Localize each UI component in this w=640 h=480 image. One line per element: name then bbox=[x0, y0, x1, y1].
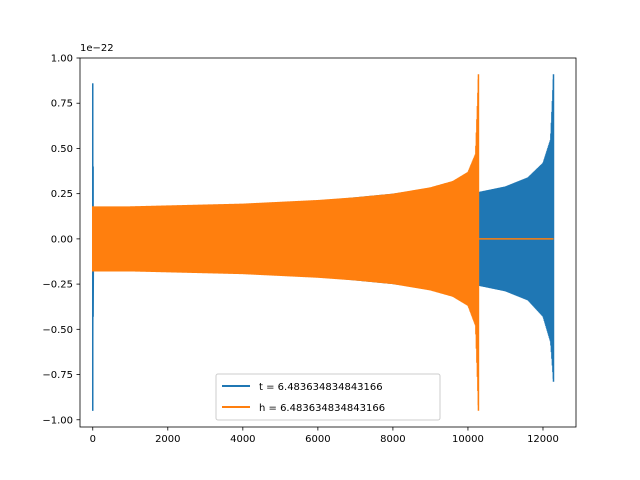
y-tick-label: 1.00 bbox=[51, 54, 73, 65]
y-tick-label: −1.00 bbox=[42, 415, 73, 426]
y-tick-label: 0.25 bbox=[51, 189, 73, 200]
x-tick-label: 0 bbox=[90, 434, 96, 445]
axes-border bbox=[79, 57, 577, 428]
x-tick-label: 8000 bbox=[380, 434, 405, 445]
x-tick-label: 4000 bbox=[230, 434, 255, 445]
legend-box bbox=[215, 373, 441, 421]
series-line bbox=[92, 79, 479, 406]
x-tick-label: 6000 bbox=[305, 434, 330, 445]
x-tick-label: 10000 bbox=[452, 434, 484, 445]
y-tick-label: 0.00 bbox=[51, 234, 73, 245]
x-tick-label: 12000 bbox=[527, 434, 559, 445]
legend-label: t = 6.483634834843166 bbox=[259, 382, 383, 393]
plot-area bbox=[92, 74, 555, 411]
y-tick-label: −0.25 bbox=[42, 280, 73, 291]
series-h bbox=[92, 74, 554, 411]
y-axis: 1.00 0.75 0.50 0.25 0.00 −0.25 −0.50 −0.75 −1.00 bbox=[42, 54, 80, 426]
y-offset-label: 1e−22 bbox=[80, 43, 114, 54]
x-axis: 0 2000 4000 6000 8000 10000 12000 bbox=[90, 427, 559, 445]
legend: t = 6.483634834843166 h = 6.4836348348431… bbox=[215, 373, 441, 421]
y-tick-label: −0.75 bbox=[42, 370, 73, 381]
axes-frame bbox=[79, 57, 577, 428]
x-tick-label: 2000 bbox=[155, 434, 180, 445]
y-tick-label: −0.50 bbox=[42, 325, 73, 336]
y-tick-label: 0.50 bbox=[51, 144, 73, 155]
y-tick-label: 0.75 bbox=[51, 99, 73, 110]
legend-label: h = 6.483634834843166 bbox=[259, 403, 385, 414]
